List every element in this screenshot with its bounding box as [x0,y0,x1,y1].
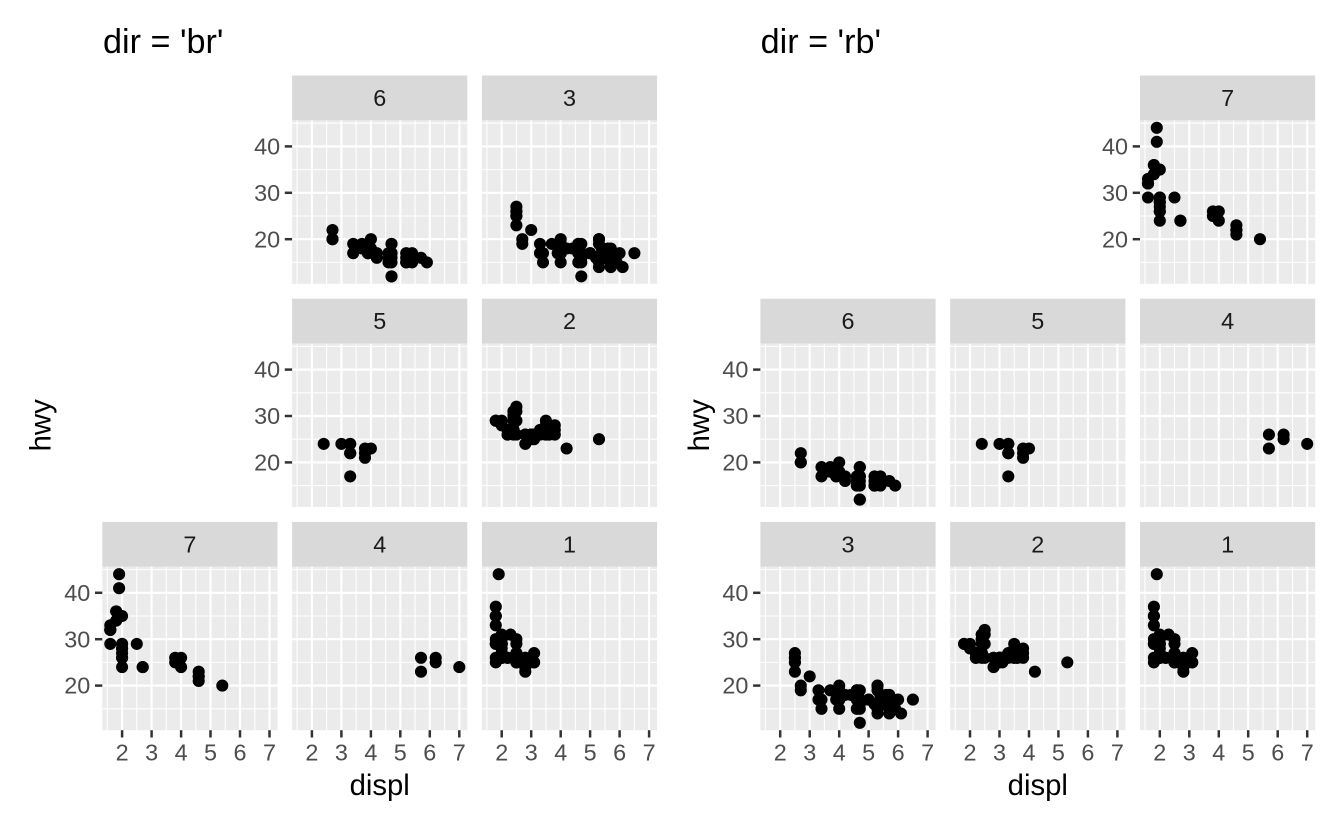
svg-text:7: 7 [1221,85,1234,111]
svg-text:6: 6 [423,739,436,765]
svg-text:30: 30 [1102,180,1128,206]
svg-text:5: 5 [1242,739,1255,765]
svg-text:5: 5 [373,308,386,334]
svg-text:5: 5 [862,739,875,765]
svg-text:1: 1 [563,531,576,557]
svg-text:2: 2 [563,308,576,334]
svg-text:5: 5 [394,739,407,765]
svg-text:4: 4 [554,739,567,765]
svg-text:20: 20 [254,450,280,476]
svg-text:hwy: hwy [683,399,716,451]
svg-text:30: 30 [722,626,748,652]
svg-text:5: 5 [1031,308,1044,334]
svg-text:40: 40 [722,357,748,383]
svg-text:5: 5 [204,739,217,765]
svg-text:6: 6 [613,739,626,765]
svg-text:5: 5 [584,739,597,765]
svg-text:40: 40 [64,580,90,606]
svg-text:4: 4 [175,739,188,765]
svg-text:4: 4 [364,739,377,765]
svg-text:4: 4 [833,739,846,765]
svg-text:20: 20 [64,673,90,699]
svg-text:2: 2 [774,739,787,765]
svg-text:dir = 'rb': dir = 'rb' [761,23,881,61]
svg-text:6: 6 [892,739,905,765]
svg-text:3: 3 [841,531,854,557]
svg-text:6: 6 [841,308,854,334]
svg-text:30: 30 [254,180,280,206]
svg-text:2: 2 [305,739,318,765]
svg-text:3: 3 [563,85,576,111]
svg-text:30: 30 [64,626,90,652]
svg-text:4: 4 [1212,739,1225,765]
svg-text:7: 7 [643,739,656,765]
svg-text:40: 40 [722,580,748,606]
svg-text:40: 40 [254,357,280,383]
svg-text:3: 3 [525,739,538,765]
svg-text:7: 7 [921,739,934,765]
svg-text:4: 4 [1022,739,1035,765]
svg-text:dir = 'br': dir = 'br' [103,23,223,61]
svg-text:7: 7 [263,739,276,765]
svg-text:6: 6 [233,739,246,765]
svg-text:7: 7 [453,739,466,765]
svg-text:6: 6 [1081,739,1094,765]
svg-text:20: 20 [254,226,280,252]
svg-text:7: 7 [1301,739,1314,765]
svg-text:2: 2 [1153,739,1166,765]
svg-text:20: 20 [722,673,748,699]
svg-text:4: 4 [1221,308,1234,334]
svg-text:3: 3 [145,739,158,765]
svg-text:hwy: hwy [25,399,58,451]
svg-text:6: 6 [373,85,386,111]
svg-text:20: 20 [722,450,748,476]
svg-text:20: 20 [1102,226,1128,252]
svg-text:2: 2 [1031,531,1044,557]
svg-text:30: 30 [254,403,280,429]
svg-text:40: 40 [1102,133,1128,159]
svg-text:2: 2 [495,739,508,765]
svg-text:3: 3 [1183,739,1196,765]
svg-text:30: 30 [722,403,748,429]
svg-text:40: 40 [254,133,280,159]
svg-text:7: 7 [183,531,196,557]
svg-text:3: 3 [993,739,1006,765]
svg-text:2: 2 [963,739,976,765]
svg-text:displ: displ [350,769,410,802]
svg-text:4: 4 [373,531,386,557]
svg-text:6: 6 [1271,739,1284,765]
svg-text:5: 5 [1052,739,1065,765]
svg-text:7: 7 [1111,739,1124,765]
svg-text:2: 2 [116,739,129,765]
svg-text:displ: displ [1008,769,1068,802]
svg-text:3: 3 [803,739,816,765]
svg-text:3: 3 [335,739,348,765]
svg-text:1: 1 [1221,531,1234,557]
